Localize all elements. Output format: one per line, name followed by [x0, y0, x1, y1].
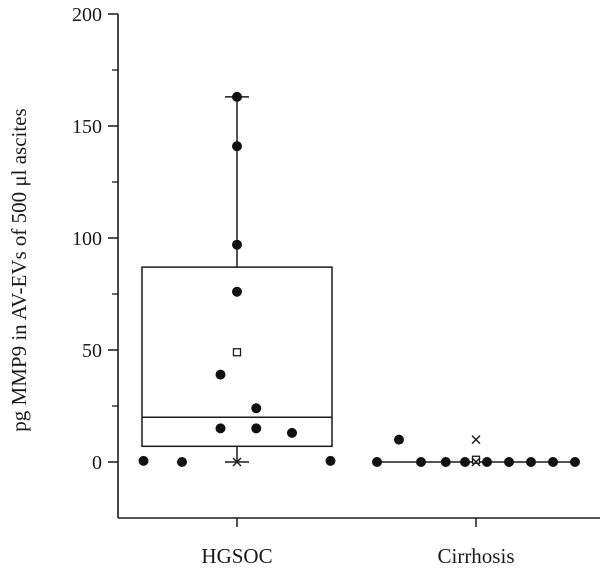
y-tick-label: 0 — [92, 452, 102, 474]
data-point — [232, 141, 242, 152]
y-axis: 0 50 100 150 200 — [72, 4, 119, 518]
data-point — [287, 427, 297, 438]
mean-marker — [471, 455, 481, 464]
data-points — [138, 91, 580, 467]
data-point — [232, 91, 242, 102]
data-point — [460, 457, 470, 467]
data-point — [548, 457, 558, 467]
data-point — [215, 423, 226, 434]
x-tick-label: Cirrhosis — [437, 544, 514, 568]
y-tick-label: 100 — [72, 228, 102, 250]
extreme-high-marker — [471, 435, 481, 445]
y-tick-label: 200 — [72, 4, 102, 26]
data-point — [138, 455, 149, 466]
data-point — [325, 455, 336, 466]
data-point — [416, 457, 426, 467]
data-point — [232, 239, 242, 250]
y-axis-label: pg MMP9 in AV-EVs of 500 μl ascites — [7, 108, 31, 431]
boxes — [141, 96, 571, 467]
data-point — [177, 457, 187, 467]
data-point — [570, 457, 580, 467]
box-cirrhosis — [381, 435, 571, 467]
x-tick-label: HGSOC — [201, 544, 272, 568]
data-point — [251, 423, 262, 434]
y-tick-label: 150 — [72, 116, 102, 138]
extreme-low-marker — [471, 457, 481, 467]
mean-marker — [232, 348, 242, 357]
data-point — [215, 369, 226, 380]
data-point — [440, 457, 451, 467]
data-point — [232, 286, 242, 297]
data-point — [372, 457, 382, 467]
box-hgsoc — [141, 96, 333, 467]
data-point — [482, 457, 492, 467]
data-point — [251, 403, 262, 414]
data-point — [394, 434, 404, 445]
data-point — [504, 457, 514, 467]
x-axis: HGSOC Cirrhosis — [118, 517, 600, 568]
extreme-low-marker — [232, 457, 242, 467]
y-tick-label: 50 — [82, 340, 102, 362]
data-point — [526, 457, 536, 467]
